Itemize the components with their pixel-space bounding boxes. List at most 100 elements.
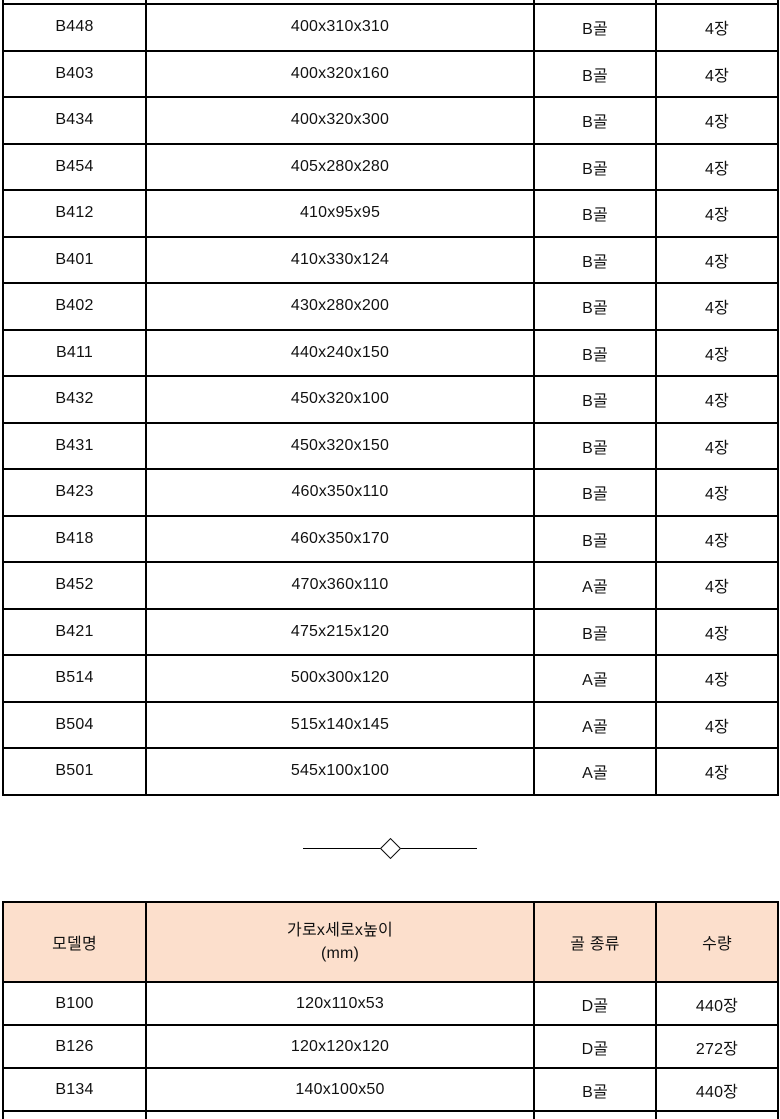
table-row: B452 470x360x110 A골 4장 bbox=[2, 561, 779, 610]
qty-cell: 4장 bbox=[655, 189, 779, 238]
table-row: B514 500x300x120 A골 4장 bbox=[2, 654, 779, 703]
table-row: B411 440x240x150 B골 4장 bbox=[2, 328, 779, 377]
flute-cell: B골 bbox=[533, 421, 657, 470]
model-cell: B504 bbox=[2, 700, 147, 749]
size-header-line2: (mm) bbox=[320, 945, 360, 962]
qty-cell: 4장 bbox=[655, 328, 779, 377]
size-cell: 470x360x110 bbox=[145, 561, 535, 610]
table-row: B504 515x140x145 A골 4장 bbox=[2, 700, 779, 749]
size-cell: 460x350x170 bbox=[145, 514, 535, 563]
flute-cell bbox=[533, 0, 657, 5]
qty-cell: 4장 bbox=[655, 747, 779, 796]
table-row: B403 400x320x160 B골 4장 bbox=[2, 49, 779, 98]
table-row: B401 410x330x124 B골 4장 bbox=[2, 235, 779, 284]
qty-cell: 4장 bbox=[655, 421, 779, 470]
size-cell: 400x320x300 bbox=[145, 96, 535, 145]
size-header-line1: 가로x세로x높이 bbox=[287, 922, 393, 939]
flute-cell: B골 bbox=[533, 514, 657, 563]
size-cell: 430x280x200 bbox=[145, 282, 535, 331]
diamond-icon bbox=[379, 837, 401, 859]
model-cell: B452 bbox=[2, 561, 147, 610]
model-cell: B401 bbox=[2, 235, 147, 284]
qty-cell: 440장 bbox=[655, 1067, 779, 1112]
model-cell bbox=[2, 1110, 147, 1119]
table-row: B448 400x310x310 B골 4장 bbox=[2, 3, 779, 52]
size-cell: 545x100x100 bbox=[145, 747, 535, 796]
table-row: B100 120x110x53 D골 440장 bbox=[2, 981, 779, 1026]
flute-cell: B골 bbox=[533, 142, 657, 191]
size-cell: 405x280x280 bbox=[145, 142, 535, 191]
model-cell: B432 bbox=[2, 375, 147, 424]
model-cell: B454 bbox=[2, 142, 147, 191]
table-row: B434 400x320x300 B골 4장 bbox=[2, 96, 779, 145]
flute-cell: D골 bbox=[533, 1024, 657, 1069]
upper-spec-table: B448 400x310x310 B골 4장 B403 400x320x160 B골 4장 B4… bbox=[2, 0, 779, 796]
size-cell: 460x350x110 bbox=[145, 468, 535, 517]
upper-table-body: B448 400x310x310 B골 4장 B403 400x320x160 B골 4장 B4… bbox=[2, 0, 779, 796]
table-row: B423 460x350x110 B골 4장 bbox=[2, 468, 779, 517]
qty-cell: 4장 bbox=[655, 375, 779, 424]
size-cell bbox=[145, 1110, 535, 1119]
size-cell: 410x330x124 bbox=[145, 235, 535, 284]
table-row: B454 405x280x280 B골 4장 bbox=[2, 142, 779, 191]
size-cell: 450x320x100 bbox=[145, 375, 535, 424]
model-cell: B134 bbox=[2, 1067, 147, 1112]
table-row: B412 410x95x95 B골 4장 bbox=[2, 189, 779, 238]
qty-cell bbox=[655, 0, 779, 5]
flute-cell: B골 bbox=[533, 96, 657, 145]
qty-header-cell: 수량 bbox=[655, 901, 779, 983]
qty-cell: 4장 bbox=[655, 468, 779, 517]
flute-cell: A골 bbox=[533, 654, 657, 703]
divider-line-right bbox=[399, 847, 477, 849]
model-cell: B434 bbox=[2, 96, 147, 145]
qty-cell: 4장 bbox=[655, 235, 779, 284]
table-row: B421 475x215x120 B골 4장 bbox=[2, 607, 779, 656]
size-cell: 500x300x120 bbox=[145, 654, 535, 703]
model-cell: B412 bbox=[2, 189, 147, 238]
model-cell: B448 bbox=[2, 3, 147, 52]
lower-table-body: 모델명 가로x세로x높이 (mm) 골 종류 수량 B100 120x110x53… bbox=[2, 901, 779, 1119]
flute-cell: B골 bbox=[533, 49, 657, 98]
flute-cell: B골 bbox=[533, 189, 657, 238]
section-divider bbox=[303, 835, 477, 861]
qty-cell: 272장 bbox=[655, 1024, 779, 1069]
qty-cell: 440장 bbox=[655, 981, 779, 1026]
model-cell: B501 bbox=[2, 747, 147, 796]
partial-row-bottom bbox=[2, 1110, 779, 1119]
flute-cell: B골 bbox=[533, 375, 657, 424]
model-cell bbox=[2, 0, 147, 5]
flute-cell: B골 bbox=[533, 328, 657, 377]
model-cell: B514 bbox=[2, 654, 147, 703]
flute-cell: B골 bbox=[533, 1067, 657, 1112]
table-row: B501 545x100x100 A골 4장 bbox=[2, 747, 779, 796]
flute-cell: A골 bbox=[533, 700, 657, 749]
model-cell: B100 bbox=[2, 981, 147, 1026]
partial-row-top bbox=[2, 0, 779, 5]
model-cell: B403 bbox=[2, 49, 147, 98]
header-row: 모델명 가로x세로x높이 (mm) 골 종류 수량 bbox=[2, 901, 779, 983]
table-row: B418 460x350x170 B골 4장 bbox=[2, 514, 779, 563]
size-cell: 400x320x160 bbox=[145, 49, 535, 98]
model-cell: B126 bbox=[2, 1024, 147, 1069]
size-cell: 440x240x150 bbox=[145, 328, 535, 377]
qty-cell: 4장 bbox=[655, 514, 779, 563]
qty-cell: 4장 bbox=[655, 49, 779, 98]
table-row: B431 450x320x150 B골 4장 bbox=[2, 421, 779, 470]
flute-cell: B골 bbox=[533, 3, 657, 52]
model-cell: B418 bbox=[2, 514, 147, 563]
qty-cell: 4장 bbox=[655, 96, 779, 145]
qty-cell: 4장 bbox=[655, 654, 779, 703]
qty-cell: 4장 bbox=[655, 3, 779, 52]
size-cell: 410x95x95 bbox=[145, 189, 535, 238]
flute-cell: D골 bbox=[533, 981, 657, 1026]
size-cell: 120x110x53 bbox=[145, 981, 535, 1026]
flute-cell: B골 bbox=[533, 468, 657, 517]
qty-cell: 4장 bbox=[655, 607, 779, 656]
model-cell: B411 bbox=[2, 328, 147, 377]
size-cell: 450x320x150 bbox=[145, 421, 535, 470]
table-row: B126 120x120x120 D골 272장 bbox=[2, 1024, 779, 1069]
flute-header-cell: 골 종류 bbox=[533, 901, 657, 983]
size-cell: 400x310x310 bbox=[145, 3, 535, 52]
flute-cell: A골 bbox=[533, 561, 657, 610]
size-cell bbox=[145, 0, 535, 5]
